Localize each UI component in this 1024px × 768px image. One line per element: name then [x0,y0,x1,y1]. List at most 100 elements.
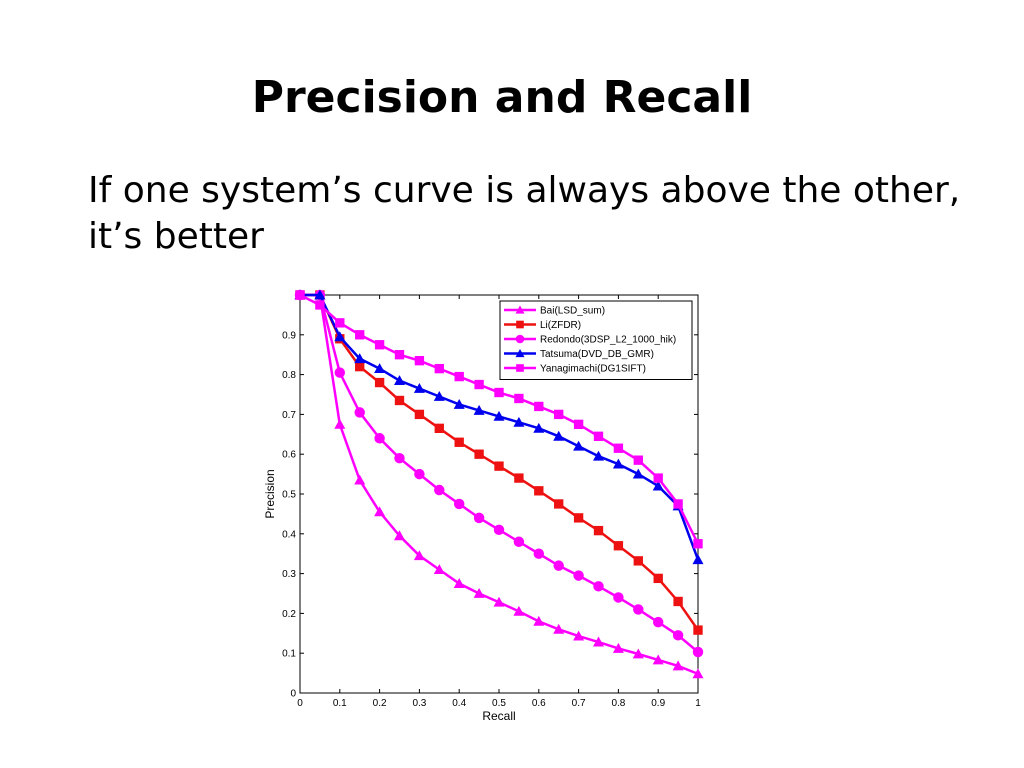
precision-recall-chart: 0 0.1 0.2 0.3 0.4 0.5 0.6 0.7 0.8 0.9 1 0 0.1 0.2 0.3 0… [263,289,704,723]
series-2-point [394,452,405,464]
series-4-point [593,431,604,441]
series-0-point [652,654,664,665]
legend-label: Bai(LSD_sum) [540,306,605,317]
y-axis-label: Precision [263,469,277,518]
x-tick-label: 0.1 [333,698,347,709]
series-3-point [473,404,485,415]
series-3-point [394,375,405,385]
series-4-point [474,379,484,390]
y-tick-label: 0.5 [282,490,296,501]
x-tick-label: 0.5 [492,698,506,709]
series-4-point [335,318,345,328]
series-4-point [374,340,385,350]
series-1-point [554,499,564,509]
series-4-point [573,419,584,430]
series-2-point [692,646,704,658]
series-1-point [653,573,663,584]
series-0-point [513,605,525,616]
series-0-point [374,506,386,517]
series-0-point [453,578,465,588]
series-4-point [534,401,544,412]
series-3-point [573,440,585,451]
series-3-point [334,331,346,342]
x-tick-label: 1 [695,698,701,709]
series-4-point [653,473,663,483]
series-3-point [314,289,326,300]
series-3-point [493,410,505,421]
series-3-point [553,430,565,441]
legend-marker [516,364,524,372]
series-3-point [632,468,644,479]
series-4-point [613,443,624,453]
series-4-point [693,539,703,549]
legend-label: Li(ZFDR) [540,320,581,331]
series-2-point [652,616,664,628]
series-2-point [553,560,564,571]
series-2-point [473,512,485,524]
series-1-point [613,541,624,551]
slide-title: Precision and Recall [251,72,753,123]
series-4-point [554,409,564,420]
series-1-point [673,596,683,607]
y-tick-label: 0.3 [282,569,296,580]
x-axis-label: Recall [482,709,515,723]
series-3-point [354,353,366,364]
series-1-point [374,377,385,388]
series-3-point [453,398,465,409]
series-1-point [633,556,643,566]
series-1-point [593,525,604,536]
y-tick-label: 0.1 [282,649,296,660]
series-2-point [434,484,445,496]
series-1-point [394,395,405,406]
series-0-point [553,623,565,634]
series-1-point [494,461,504,471]
y-tick-label: 0.2 [282,609,296,620]
series-2-point [414,468,425,480]
slide-body: If one system’s curve is always above th… [88,168,988,260]
series-4-point [295,290,305,300]
series-2-point [593,581,604,592]
series-0-point [433,564,445,575]
series-1-point [534,486,544,496]
x-tick-label: 0.2 [373,698,387,709]
series-3-point [513,416,525,427]
series-1-point [414,409,425,420]
series-3-point [374,363,386,374]
series-3-point [533,422,545,433]
y-tick-label: 0.8 [282,370,296,381]
series-2-point [613,592,624,603]
series-2-point [573,570,584,581]
series-2-point [533,548,545,559]
series-4-point [494,387,504,398]
legend-label: Redondo(3DSP_L2_1000_hik) [540,335,676,346]
series-4-point [673,499,683,509]
series-1-point [355,361,365,372]
series-0-point [394,530,405,541]
series-0-point [692,668,704,679]
series-3-point [433,390,445,401]
series-2-point [672,630,684,641]
legend-label: Yanagimachi(DG1SIFT) [540,364,646,375]
series-2-point [513,536,525,547]
series-4-point [414,355,425,366]
x-tick-label: 0.3 [412,698,426,709]
series-4-point [633,455,643,465]
legend-marker [515,305,525,314]
legend-label: Tatsuma(DVD_DB_GMR) [540,349,654,360]
series-0-point [632,648,644,659]
series-3-point [593,450,604,461]
series-4-point [315,300,325,310]
series-3-point [652,480,664,491]
series-0-point [354,474,366,485]
series-2-point [334,367,346,378]
series-0-point [413,550,425,561]
series-0-point [334,418,346,429]
series-1-point [474,449,484,459]
y-tick-label: 0.6 [282,450,296,461]
x-tick-label: 0.7 [572,698,586,709]
y-tick-label: 0 [290,689,296,700]
series-1-point [514,473,524,483]
series-0-point [533,615,545,626]
series-1-point [573,513,584,523]
series-4-point [454,371,464,382]
